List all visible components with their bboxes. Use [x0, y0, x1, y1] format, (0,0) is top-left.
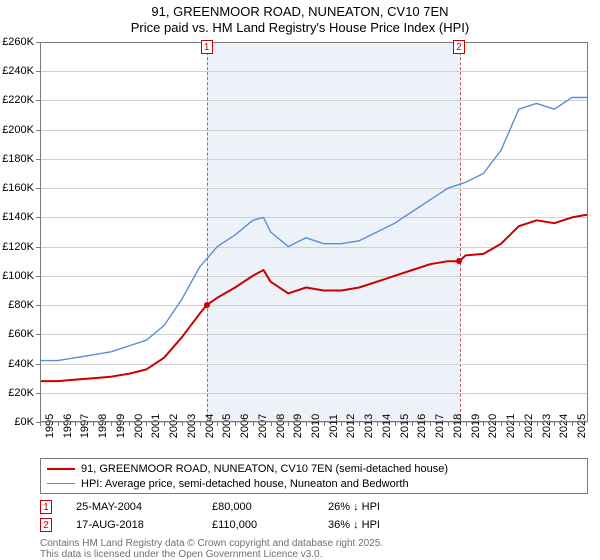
- footer-line1: Contains HM Land Registry data © Crown c…: [40, 538, 383, 549]
- line-layer: [40, 42, 588, 422]
- x-tick: [182, 422, 183, 426]
- x-tick: [412, 422, 413, 426]
- marker-dot-1: [204, 302, 210, 308]
- sale-price: £110,000: [212, 519, 312, 531]
- x-tick: [537, 422, 538, 426]
- y-tick-label: £40K: [8, 358, 34, 370]
- sale-marker: 1: [40, 500, 52, 514]
- x-tick: [430, 422, 431, 426]
- y-tick-label: £60K: [8, 328, 34, 340]
- x-tick: [572, 422, 573, 426]
- x-tick: [519, 422, 520, 426]
- x-tick: [111, 422, 112, 426]
- x-tick: [359, 422, 360, 426]
- y-tick-label: £260K: [2, 36, 34, 48]
- legend-label: 91, GREENMOOR ROAD, NUNEATON, CV10 7EN (…: [81, 463, 448, 475]
- y-tick-label: £120K: [2, 241, 34, 253]
- y-tick-label: £220K: [2, 94, 34, 106]
- legend: 91, GREENMOOR ROAD, NUNEATON, CV10 7EN (…: [40, 458, 588, 494]
- x-tick: [448, 422, 449, 426]
- x-tick: [271, 422, 272, 426]
- title-block: 91, GREENMOOR ROAD, NUNEATON, CV10 7EN P…: [0, 0, 600, 37]
- legend-swatch: [47, 468, 75, 470]
- x-tick: [483, 422, 484, 426]
- x-tick: [235, 422, 236, 426]
- x-tick: [466, 422, 467, 426]
- x-tick: [341, 422, 342, 426]
- sale-date: 17-AUG-2018: [76, 519, 196, 531]
- x-tick: [253, 422, 254, 426]
- sale-row-2: 2 17-AUG-2018 £110,000 36% ↓ HPI: [40, 518, 380, 532]
- x-tick: [554, 422, 555, 426]
- sale-delta: 26% ↓ HPI: [328, 501, 380, 513]
- x-tick: [395, 422, 396, 426]
- y-tick-label: £140K: [2, 211, 34, 223]
- x-tick: [377, 422, 378, 426]
- series-hpi: [40, 98, 588, 361]
- chart-area: 1995199619971998199920002001200220032004…: [40, 42, 588, 422]
- x-tick: [129, 422, 130, 426]
- y-tick-label: £160K: [2, 182, 34, 194]
- marker-box-1: 1: [201, 40, 213, 54]
- x-tick: [217, 422, 218, 426]
- y-tick-label: £200K: [2, 124, 34, 136]
- y-tick-label: £20K: [8, 387, 34, 399]
- legend-swatch: [47, 483, 75, 484]
- sale-price: £80,000: [212, 501, 312, 513]
- marker-box-2: 2: [453, 40, 465, 54]
- sale-delta: 36% ↓ HPI: [328, 519, 380, 531]
- footer-line2: This data is licensed under the Open Gov…: [40, 549, 383, 560]
- y-tick-label: £80K: [8, 299, 34, 311]
- y-tick-label: £180K: [2, 153, 34, 165]
- x-tick: [58, 422, 59, 426]
- sale-marker: 2: [40, 518, 52, 532]
- x-tick: [40, 422, 41, 426]
- x-tick: [501, 422, 502, 426]
- x-tick: [93, 422, 94, 426]
- x-tick: [306, 422, 307, 426]
- marker-dot-2: [456, 258, 462, 264]
- y-tick-label: £0K: [14, 416, 34, 428]
- y-tick-label: £240K: [2, 65, 34, 77]
- x-tick: [75, 422, 76, 426]
- title-line2: Price paid vs. HM Land Registry's House …: [0, 20, 600, 36]
- footer: Contains HM Land Registry data © Crown c…: [40, 538, 383, 560]
- y-tick-label: £100K: [2, 270, 34, 282]
- sale-date: 25-MAY-2004: [76, 501, 196, 513]
- sale-row-1: 1 25-MAY-2004 £80,000 26% ↓ HPI: [40, 500, 380, 514]
- x-tick: [164, 422, 165, 426]
- chart-container: 91, GREENMOOR ROAD, NUNEATON, CV10 7EN P…: [0, 0, 600, 560]
- x-tick: [288, 422, 289, 426]
- series-price_paid: [40, 215, 588, 382]
- legend-item: HPI: Average price, semi-detached house,…: [47, 476, 581, 491]
- legend-item: 91, GREENMOOR ROAD, NUNEATON, CV10 7EN (…: [47, 461, 581, 476]
- x-tick: [146, 422, 147, 426]
- legend-label: HPI: Average price, semi-detached house,…: [81, 478, 409, 490]
- title-line1: 91, GREENMOOR ROAD, NUNEATON, CV10 7EN: [0, 4, 600, 20]
- x-tick: [324, 422, 325, 426]
- x-tick: [200, 422, 201, 426]
